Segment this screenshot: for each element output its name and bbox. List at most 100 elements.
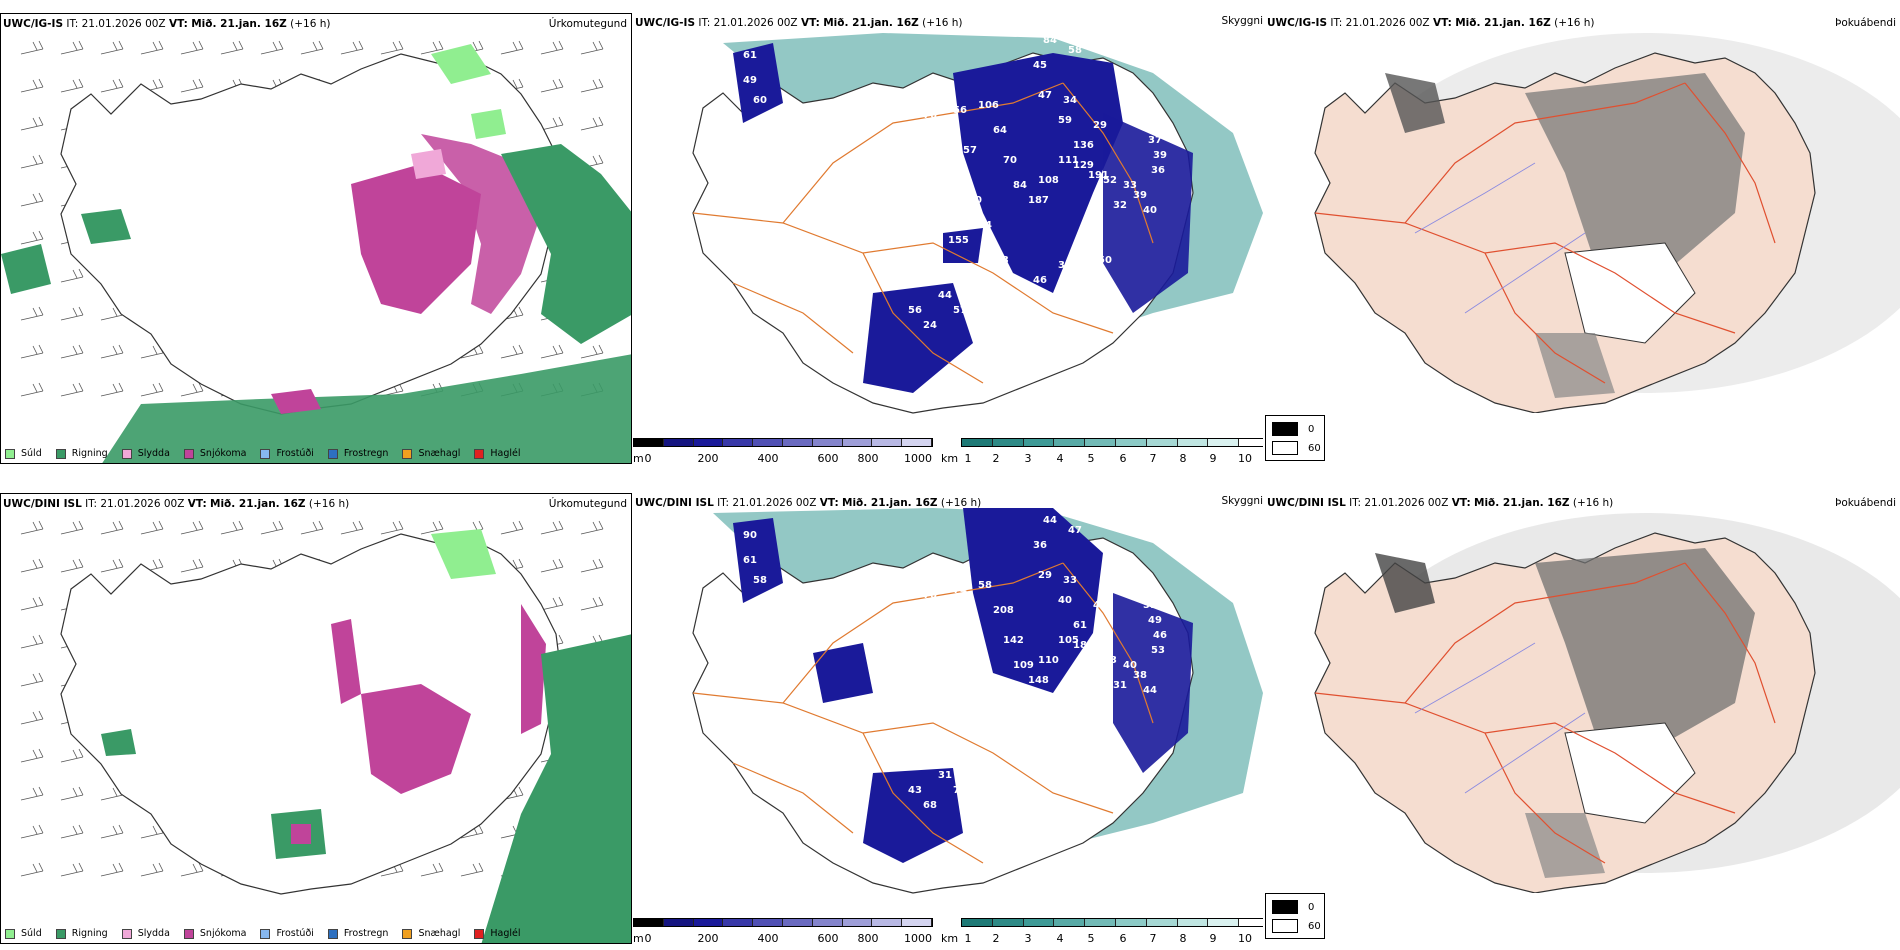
wind-barb — [180, 78, 204, 93]
panel-header: UWC/IG-IS IT: 21.01.2026 00Z VT: Mið. 21… — [1267, 17, 1595, 29]
wind-barb — [60, 78, 84, 93]
ceiling-label: 50 — [968, 195, 982, 206]
wind-barb — [100, 382, 124, 397]
ceiling-label: 40 — [1123, 660, 1137, 671]
snow-area — [361, 684, 471, 794]
ceiling-label: 67 — [1033, 755, 1047, 766]
wind-barb — [20, 824, 44, 839]
legend-item-snaehagl: Snæhagl — [402, 928, 460, 939]
ceiling-label: 155 — [948, 235, 969, 246]
ceiling-label: 31 — [938, 770, 952, 781]
fog-zone-ne — [1535, 548, 1755, 743]
wind-barb — [140, 382, 164, 397]
ceiling-label: 62 — [963, 695, 977, 706]
wind-barb — [100, 78, 124, 93]
low-ceiling-area-nw — [733, 518, 783, 603]
wind-barb — [500, 344, 524, 359]
cloud-map-ig-is: UWC/IG-IS IT: 21.01.2026 00Z VT: Mið. 21… — [633, 13, 1263, 464]
cloud-map-dini: UWC/DINI ISL IT: 21.01.2026 00Z VT: Mið.… — [633, 493, 1263, 944]
ceiling-label: 52 — [1103, 175, 1117, 186]
wind-barb — [300, 520, 324, 535]
legend-item-sudd: Súld — [5, 448, 42, 459]
panel-header: UWC/IG-IS IT: 21.01.2026 00Z VT: Mið. 21… — [3, 18, 331, 30]
ceiling-label: 187 — [1028, 195, 1049, 206]
low-ceiling-area-ne — [963, 508, 1103, 693]
legend-item-frostudi: Frostúði — [260, 928, 314, 939]
low-ceiling-area-ne — [953, 53, 1123, 293]
ceiling-label: 41 — [1073, 250, 1087, 261]
wind-barb — [20, 520, 44, 535]
ceiling-label: 205 — [1088, 650, 1109, 661]
ceiling-label: 76 — [923, 110, 937, 121]
low-ceiling-area-east — [1113, 593, 1193, 773]
drizzle-area — [431, 44, 491, 84]
fog-zone-south — [1525, 813, 1605, 878]
rain-area-east — [481, 634, 631, 943]
wind-barb — [380, 40, 404, 55]
legend-item-hagel: Haglél — [474, 448, 521, 459]
ceiling-label: 33 — [1123, 180, 1137, 191]
wind-barb — [20, 558, 44, 573]
wind-barb — [420, 862, 444, 877]
ceiling-label: 70 — [1003, 155, 1017, 166]
ceiling-label: 45 — [1033, 60, 1047, 71]
ceiling-label: 48 — [988, 735, 1002, 746]
wind-barb — [580, 520, 604, 535]
panel-header: UWC/IG-IS IT: 21.01.2026 00Z VT: Mið. 21… — [635, 17, 963, 29]
ceiling-label: 49 — [1148, 615, 1162, 626]
glacier-area — [1564, 722, 1696, 824]
ceiling-label: 37 — [1148, 135, 1162, 146]
ceiling-label: 108 — [1038, 175, 1059, 186]
ceiling-label: 31 — [1113, 680, 1127, 691]
wind-barb — [300, 40, 324, 55]
ceiling-label: 40 — [1058, 595, 1072, 606]
ceiling-label: 44 — [938, 290, 952, 301]
ceiling-label: 34 — [1063, 95, 1077, 106]
ceiling-label: 40 — [1093, 600, 1107, 611]
ceiling-label: 59 — [1058, 115, 1072, 126]
wind-barb — [20, 596, 44, 611]
ceiling-label: 40 — [1073, 730, 1087, 741]
fog-zone-nw — [1385, 73, 1445, 133]
ceiling-label: 35 — [1143, 120, 1157, 131]
rivers — [1414, 162, 1586, 314]
wind-barb — [20, 116, 44, 131]
ceiling-label: 85 — [973, 275, 987, 286]
fog-legend: 0 60 — [1265, 893, 1325, 939]
road-network — [1314, 82, 1776, 384]
ceiling-label: 48 — [918, 135, 932, 146]
precip-legend: Súld Rigning Slydda Snjókoma Frostúði Fr… — [5, 928, 535, 939]
precip-legend: Súld Rigning Slydda Snjókoma Frostúði Fr… — [5, 448, 535, 459]
low-ceiling-area-mid — [813, 643, 873, 703]
precip-map-ig-is: UWC/IG-IS IT: 21.01.2026 00Z VT: Mið. 21… — [0, 13, 632, 464]
wind-barb — [20, 344, 44, 359]
wind-barb — [140, 862, 164, 877]
precip-map-dini: UWC/DINI ISL IT: 21.01.2026 00Z VT: Mið.… — [0, 493, 632, 944]
panel-title: Skyggni — [1221, 495, 1264, 507]
wind-barb — [580, 78, 604, 93]
ceiling-label: 59 — [968, 675, 982, 686]
legend-item-rigning: Rigning — [55, 448, 108, 459]
ceiling-label: 29 — [1038, 570, 1052, 581]
ceiling-label: 47 — [1068, 525, 1082, 536]
drizzle-area-2 — [471, 109, 506, 139]
panel-title: Úrkomutegund — [548, 498, 627, 510]
wind-barb — [180, 862, 204, 877]
ceiling-label: 53 — [1151, 645, 1165, 656]
ceiling-label: 18 — [1073, 640, 1087, 651]
ceiling-label: 53 — [933, 610, 947, 621]
ceiling-label: 74 — [953, 585, 967, 596]
ceiling-label: 77 — [953, 785, 967, 796]
drizzle-area — [431, 529, 496, 579]
ceiling-label: 32 — [1113, 200, 1127, 211]
ceiling-label: 55 — [973, 755, 987, 766]
wind-barb — [100, 344, 124, 359]
wind-barb — [20, 634, 44, 649]
wind-barb — [60, 786, 84, 801]
ceiling-label: 36 — [1151, 165, 1165, 176]
wind-barb — [20, 154, 44, 169]
panel-title: Þokuábendi — [1835, 17, 1896, 29]
